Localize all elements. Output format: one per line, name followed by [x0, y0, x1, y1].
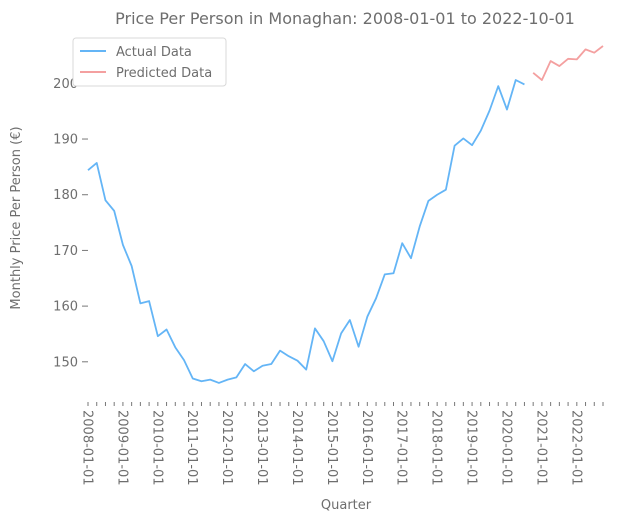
chart-title: Price Per Person in Monaghan: 2008-01-01… [115, 9, 575, 28]
x-tick-label: 2010-01-01 [149, 410, 164, 486]
x-tick-label: 2014-01-01 [289, 410, 304, 486]
x-axis: 2008-01-01 2009-01-01 2010-01-01 2011-01-01… [80, 402, 604, 486]
x-tick-label: 2011-01-01 [184, 410, 199, 486]
legend-box [72, 37, 227, 87]
x-tick-label: 2022-01-01 [568, 410, 583, 486]
x-tick-label: 2017-01-01 [394, 410, 409, 486]
legend: Actual Data Predicted Data [72, 37, 227, 87]
y-axis: 150 160 170 180 190 200 [53, 77, 88, 370]
x-tick-label: 2008-01-01 [80, 410, 95, 486]
x-tick-label: 2021-01-01 [533, 410, 548, 486]
actual-data-line [87, 79, 525, 384]
x-tick-label: 2020-01-01 [498, 410, 513, 486]
y-tick-label: 150 [53, 355, 78, 370]
legend-label-predicted: Predicted Data [116, 66, 212, 81]
y-tick-label: 200 [53, 77, 78, 92]
x-tick-label: 2015-01-01 [324, 410, 339, 486]
x-axis-label: Quarter [321, 498, 372, 513]
y-tick-label: 160 [53, 300, 78, 315]
y-tick-label: 170 [53, 244, 78, 259]
x-tick-label: 2018-01-01 [429, 410, 444, 486]
y-tick-label: 180 [53, 188, 78, 203]
x-tick-label: 2009-01-01 [114, 410, 129, 486]
y-axis-label: Monthly Price Per Person (€) [9, 126, 24, 309]
y-tick-label: 190 [53, 133, 78, 148]
x-tick-label: 2016-01-01 [359, 410, 374, 486]
x-tick-label: 2013-01-01 [254, 410, 269, 486]
x-tick-label: 2019-01-01 [464, 410, 479, 486]
x-tick-label: 2012-01-01 [219, 410, 234, 486]
legend-label-actual: Actual Data [116, 45, 192, 60]
predicted-data-line [532, 45, 604, 81]
series-layer [87, 45, 604, 384]
